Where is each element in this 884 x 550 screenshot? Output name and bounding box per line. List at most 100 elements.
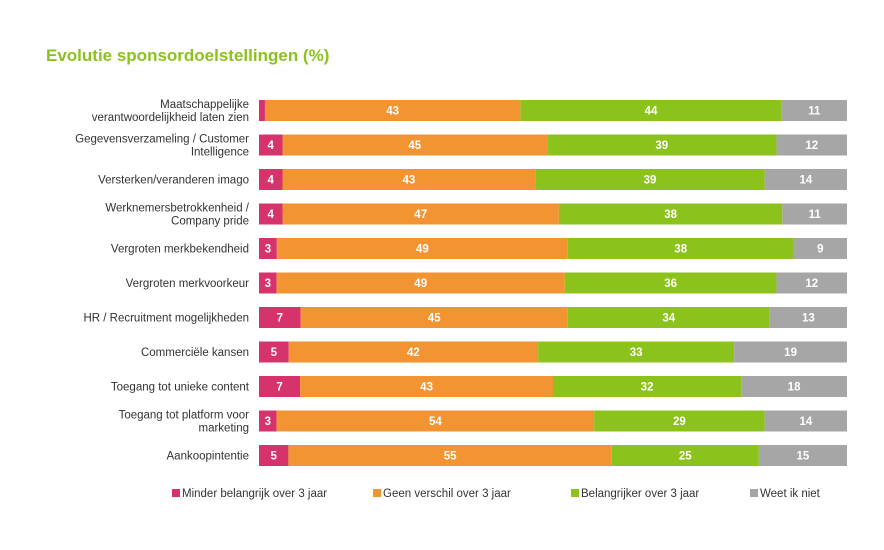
legend-label: Weet ik niet [760,488,821,500]
bar-segment-1 [259,272,277,294]
bar-segment-2 [288,445,612,466]
data-label: 3 [265,278,271,290]
bar-segment-3 [611,445,759,466]
bar-segment-2 [282,203,559,225]
data-label: 9 [817,244,823,256]
data-label: 38 [674,244,687,256]
category-label: Vergroten merkbekendheid [111,244,249,256]
data-label: 49 [416,244,429,256]
category-label: Commerciële kansen [141,347,249,359]
data-label: 7 [276,382,282,394]
data-label: 12 [805,278,818,290]
bar-segment-2 [300,376,553,397]
category-label: HR / Recruitment mogelijkheden [83,313,249,325]
legend-swatch [172,489,180,497]
data-label: 11 [808,106,821,118]
bar-segment-2 [276,272,565,294]
bar-segment-4 [793,238,847,259]
category-label: Versterken/veranderen imago [98,175,249,187]
bar-segment-3 [567,307,770,328]
data-label: 49 [414,278,427,290]
bar-segment-4 [776,272,847,294]
data-label: 45 [428,313,441,325]
data-label: 34 [662,313,675,325]
bar-segment-2 [288,341,539,363]
data-label: 33 [630,347,643,359]
legend-swatch [571,489,579,497]
data-label: 43 [420,382,433,394]
bar-segment-3 [535,169,765,190]
bar-segment-3 [594,410,765,432]
bar-segment-3 [558,203,783,225]
bar-segment-3 [538,341,735,363]
bar-segment-3 [567,238,794,259]
data-label: 39 [655,140,668,152]
bar-segment-1 [259,376,301,397]
data-label: 3 [265,244,271,256]
data-label: 5 [270,451,277,463]
legend-label: Belangrijker over 3 jaar [581,488,699,500]
bar-segment-4 [781,100,847,121]
data-label: 43 [403,175,416,187]
bar-segment-4 [734,341,847,363]
category-label: Toegang tot unieke content [111,382,250,394]
bar-segment-2 [300,307,568,328]
bar-segment-2 [282,134,548,156]
data-label: 38 [664,209,677,221]
bar-segment-1 [259,134,283,156]
category-label: Toegang tot platform voor marketing [119,410,250,435]
bar-segment-2 [276,238,568,259]
bar-segment-1 [259,169,283,190]
data-label: 13 [802,313,815,325]
bar-segment-1 [259,203,283,225]
category-label: Vergroten merkvoorkeur [126,278,250,290]
data-label: 54 [429,416,442,428]
data-label: 15 [797,451,810,463]
category-label: Maatschappelijke verantwoordelijkheid lat… [92,99,249,124]
legend-swatch [750,489,758,497]
bar-segment-3 [564,272,777,294]
data-label: 19 [784,347,797,359]
data-label: 14 [799,416,812,428]
category-label: Werknemersbetrokkenheid / Company pride [105,203,249,228]
data-label: 25 [679,451,692,463]
data-label: 43 [386,106,399,118]
bar-segment-4 [741,376,847,397]
bar-segment-1 [259,341,289,363]
data-label: 4 [268,209,275,221]
data-label: 39 [644,175,657,187]
bar-segment-1 [259,445,289,466]
data-label: 4 [268,175,275,187]
data-label: 11 [809,209,822,221]
bar-segment-2 [276,410,595,432]
data-label: 55 [444,451,457,463]
bar-segment-4 [764,169,847,190]
data-label: 47 [414,209,427,221]
data-label: 45 [408,140,421,152]
data-label: 18 [788,382,801,394]
bar-segment-2 [264,100,521,121]
bar-segment-2 [282,169,536,190]
data-label: 12 [805,140,818,152]
bar-segment-1 [259,100,265,121]
data-label: 29 [673,416,686,428]
legend-swatch [373,489,381,497]
data-label: 36 [664,278,677,290]
bar-segment-3 [553,376,742,397]
legend-label: Geen verschil over 3 jaar [383,488,511,500]
bar-segment-1 [259,238,277,259]
chart-title: Evolutie sponsordoelstellingen (%) [46,46,330,65]
bar-segment-1 [259,307,301,328]
category-label: Gegevensverzameling / Customer Intelligen… [75,134,249,159]
bar-segment-4 [769,307,847,328]
bar-segment-4 [782,203,847,225]
legend-label: Minder belangrijk over 3 jaar [182,488,327,500]
data-label: 14 [799,175,812,187]
bar-segment-1 [259,410,277,432]
bar-segment-4 [758,445,847,466]
category-label: Aankoopintentie [167,451,249,463]
data-label: 4 [268,140,275,152]
data-label: 42 [407,347,420,359]
data-label: 7 [277,313,283,325]
